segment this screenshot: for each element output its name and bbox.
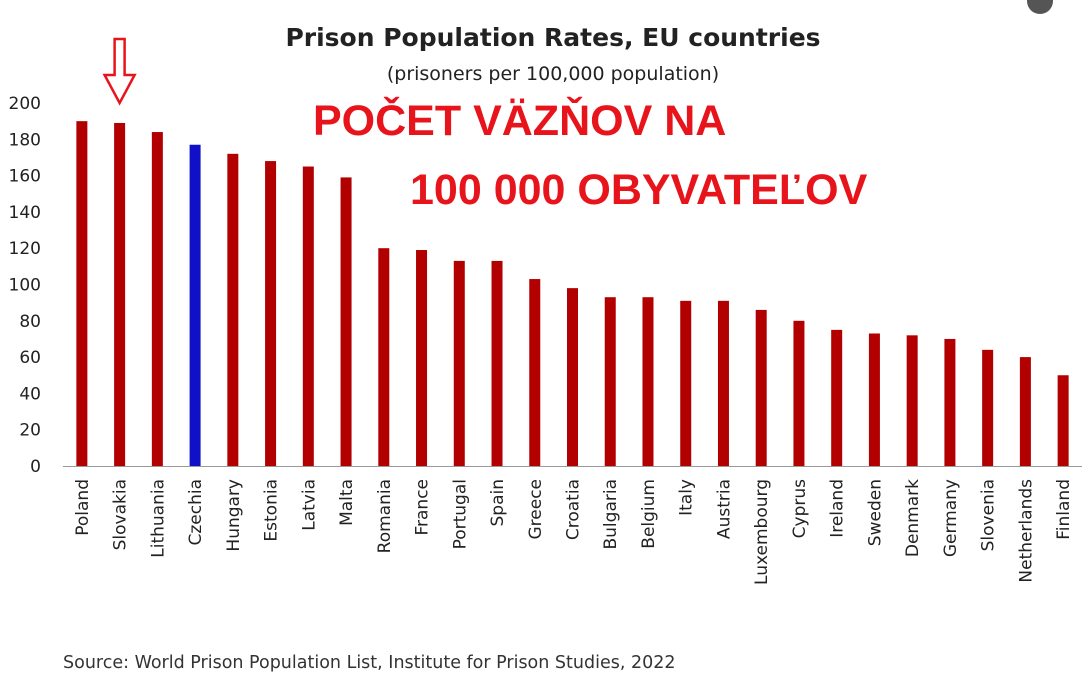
x-tick-label: Finland xyxy=(1054,479,1074,540)
x-axis-labels: Poland Slovakia Lithuania Czechia Hungary Est… xyxy=(73,479,1074,585)
x-tick-label: Latvia xyxy=(299,479,319,531)
x-tick-label: Netherlands xyxy=(1016,479,1036,583)
y-tick-label: 60 xyxy=(19,348,41,368)
bar-spain xyxy=(491,260,503,466)
bar-czechia xyxy=(189,144,201,466)
bar-france xyxy=(416,250,428,466)
close-icon[interactable] xyxy=(1027,0,1053,14)
bar-croatia xyxy=(567,288,578,466)
overlay-line-2: 100 000 OBYVATEĽOV xyxy=(410,166,868,214)
overlay-line-1: POČET VÄZŇOV NA xyxy=(313,96,726,145)
x-tick-label: Hungary xyxy=(224,479,244,552)
bar-slovenia xyxy=(982,349,994,466)
bar-austria xyxy=(717,300,729,466)
bar-netherlands xyxy=(1019,357,1031,466)
chart-subtitle: (prisoners per 100,000 population) xyxy=(387,63,719,85)
y-tick-label: 40 xyxy=(19,384,41,404)
x-tick-label: Portugal xyxy=(450,479,470,549)
bar-germany xyxy=(944,338,956,466)
x-tick-label: Austria xyxy=(714,479,734,539)
bar-greece xyxy=(529,279,541,466)
x-tick-label: Lithuania xyxy=(148,479,168,558)
x-tick-label: Belgium xyxy=(639,479,659,549)
y-tick-label: 80 xyxy=(19,312,41,332)
bar-malta xyxy=(340,177,352,467)
x-tick-label: Germany xyxy=(941,479,961,557)
source-note: Source: World Prison Population List, In… xyxy=(63,653,676,673)
y-tick-label: 180 xyxy=(9,130,41,150)
y-axis: 0 20 40 60 80 100 120 140 160 180 200 xyxy=(9,94,41,477)
bar-latvia xyxy=(302,166,314,466)
x-tick-label: Croatia xyxy=(564,479,584,540)
bar-lithuania xyxy=(151,132,163,467)
x-tick-label: Ireland xyxy=(828,479,848,538)
x-tick-label: Poland xyxy=(73,479,93,536)
x-tick-label: Slovakia xyxy=(111,479,131,550)
bar-denmark xyxy=(906,335,918,466)
arrow-shape xyxy=(102,37,137,106)
bars xyxy=(76,121,1069,467)
bar-slovakia xyxy=(114,122,126,466)
y-tick-label: 20 xyxy=(19,421,41,441)
x-tick-label: Bulgaria xyxy=(601,479,621,550)
bar-hungary xyxy=(227,153,239,466)
y-tick-label: 120 xyxy=(9,239,41,259)
x-tick-label: Italy xyxy=(677,479,697,516)
y-tick-label: 140 xyxy=(9,203,41,223)
y-tick-label: 0 xyxy=(30,457,41,477)
x-tick-label: Denmark xyxy=(903,479,923,557)
x-tick-label: France xyxy=(413,479,433,536)
bar-romania xyxy=(378,248,390,466)
y-tick-label: 200 xyxy=(9,94,41,114)
bar-sweden xyxy=(868,333,880,466)
y-tick-label: 100 xyxy=(9,276,41,296)
bar-luxembourg xyxy=(755,309,767,466)
x-tick-label: Czechia xyxy=(186,479,206,546)
bar-estonia xyxy=(265,161,277,466)
x-tick-label: Cyprus xyxy=(790,479,810,538)
x-tick-label: Romania xyxy=(375,479,395,553)
down-arrow-icon xyxy=(102,37,137,106)
bar-portugal xyxy=(453,260,465,466)
bar-finland xyxy=(1057,375,1069,466)
x-tick-label: Luxembourg xyxy=(752,479,772,585)
bar-belgium xyxy=(642,297,654,466)
bar-italy xyxy=(680,300,692,466)
x-tick-label: Malta xyxy=(337,479,357,526)
bar-cyprus xyxy=(793,320,805,466)
y-tick-label: 160 xyxy=(9,167,41,187)
x-tick-label: Slovenia xyxy=(979,479,999,551)
x-tick-label: Sweden xyxy=(865,479,885,546)
bar-bulgaria xyxy=(604,297,616,466)
x-tick-label: Spain xyxy=(488,479,508,527)
bar-poland xyxy=(76,121,88,467)
x-tick-label: Estonia xyxy=(262,479,282,542)
bar-ireland xyxy=(831,329,843,466)
x-tick-label: Greece xyxy=(526,479,546,540)
chart-title: Prison Population Rates, EU countries xyxy=(285,23,820,52)
